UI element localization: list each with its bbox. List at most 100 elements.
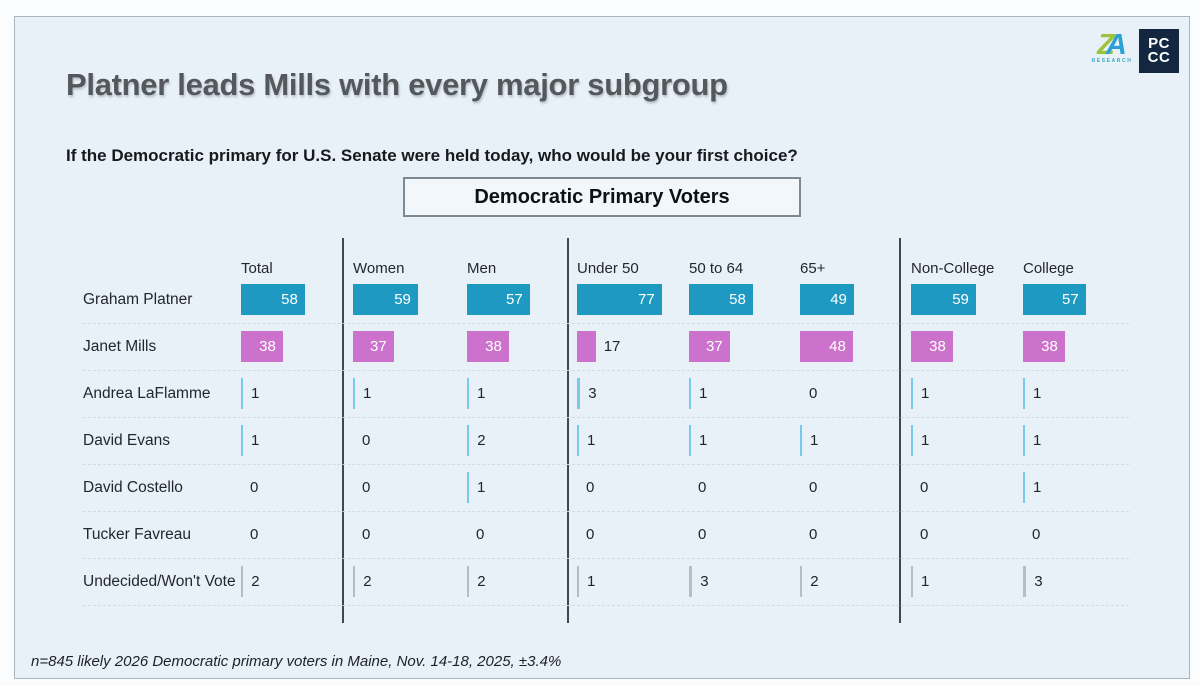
poll-card: ZA RESEARCH PC CC Platner leads Mills wi…	[14, 16, 1190, 679]
bar-value-label: 0	[362, 479, 371, 496]
candidate-row-label: David Evans	[83, 431, 171, 449]
value-bar	[911, 331, 953, 362]
bar-value-label: 1	[699, 385, 708, 402]
candidate-row-label: Janet Mills	[83, 337, 157, 355]
bar-value-label: 1	[1033, 385, 1042, 402]
value-bar	[241, 425, 243, 456]
value-bar	[1023, 284, 1086, 315]
column-header: 65+	[800, 260, 826, 277]
bar-value-label: 0	[809, 385, 818, 402]
bar-value-label: 77	[638, 291, 655, 308]
bar-value-label: 1	[587, 573, 596, 590]
value-bar	[911, 566, 913, 597]
bar-value-label: 0	[586, 479, 595, 496]
value-bar	[1023, 472, 1025, 503]
bar-value-label: 0	[362, 526, 371, 543]
bar-value-label: 58	[281, 291, 298, 308]
bar-value-label: 0	[920, 526, 929, 543]
value-bar	[689, 566, 693, 597]
column-header: Total	[241, 260, 273, 277]
value-bar	[467, 331, 509, 362]
bar-value-label: 2	[251, 573, 260, 590]
za-logo-a: A	[1105, 29, 1127, 61]
bar-value-label: 59	[952, 291, 969, 308]
bar-value-label: 0	[920, 479, 929, 496]
za-research-logo: ZA RESEARCH	[1089, 29, 1135, 75]
value-bar	[467, 284, 530, 315]
bar-value-label: 1	[921, 432, 930, 449]
value-bar	[800, 566, 803, 597]
bar-value-label: 0	[250, 526, 259, 543]
bar-value-label: 0	[698, 526, 707, 543]
bar-value-label: 57	[1062, 291, 1079, 308]
value-bar	[241, 378, 243, 409]
value-bar	[689, 331, 730, 362]
bar-value-label: 48	[829, 338, 846, 355]
bar-value-label: 38	[1041, 338, 1058, 355]
value-bar	[1023, 378, 1025, 409]
bar-value-label: 3	[700, 573, 709, 590]
value-bar	[577, 378, 581, 409]
value-bar	[689, 425, 691, 456]
value-bar	[577, 331, 596, 362]
group-divider-line	[567, 238, 569, 623]
bar-value-label: 0	[1032, 526, 1041, 543]
row-separator	[83, 558, 1129, 559]
bar-value-label: 2	[363, 573, 372, 590]
value-bar	[911, 425, 913, 456]
bar-value-label: 1	[251, 385, 260, 402]
value-bar	[911, 284, 976, 315]
poll-question: If the Democratic primary for U.S. Senat…	[66, 146, 798, 165]
bar-value-label: 1	[699, 432, 708, 449]
value-bar	[241, 566, 244, 597]
value-bar	[689, 284, 753, 315]
column-header: College	[1023, 260, 1074, 277]
bar-value-label: 1	[477, 479, 486, 496]
value-bar	[353, 378, 355, 409]
bar-value-label: 1	[1033, 479, 1042, 496]
bar-value-label: 49	[830, 291, 847, 308]
row-separator	[83, 511, 1129, 512]
group-divider-line	[342, 238, 344, 623]
candidate-row-label: David Costello	[83, 478, 183, 496]
bar-value-label: 2	[477, 573, 486, 590]
bar-value-label: 3	[1034, 573, 1043, 590]
za-logo-z: Z	[1097, 29, 1115, 61]
bar-value-label: 1	[921, 385, 930, 402]
bar-value-label: 0	[250, 479, 259, 496]
value-bar	[467, 378, 469, 409]
value-bar	[577, 566, 579, 597]
bar-value-label: 37	[706, 338, 723, 355]
row-separator	[83, 370, 1129, 371]
row-separator	[83, 464, 1129, 465]
value-bar	[800, 425, 802, 456]
value-bar	[241, 284, 305, 315]
value-bar	[911, 378, 913, 409]
value-bar	[467, 566, 470, 597]
value-bar	[353, 566, 356, 597]
bar-value-label: 1	[587, 432, 596, 449]
value-bar	[689, 378, 691, 409]
methodology-note: n=845 likely 2026 Democratic primary vot…	[31, 653, 562, 670]
bar-value-label: 0	[476, 526, 485, 543]
value-bar	[577, 284, 662, 315]
bar-value-label: 0	[362, 432, 371, 449]
bar-value-label: 3	[588, 385, 597, 402]
pccc-logo-line2: CC	[1147, 49, 1171, 66]
column-header: Non-College	[911, 260, 995, 277]
pccc-logo: PC CC	[1139, 29, 1179, 73]
bar-value-label: 38	[259, 338, 276, 355]
candidate-row-label: Undecided/Won't Vote	[83, 572, 236, 590]
bar-value-label: 0	[586, 526, 595, 543]
value-bar	[1023, 566, 1027, 597]
bar-value-label: 59	[394, 291, 411, 308]
candidate-row-label: Tucker Favreau	[83, 525, 191, 543]
value-bar	[467, 425, 470, 456]
pccc-logo-line1: PC	[1148, 35, 1170, 52]
bar-value-label: 1	[251, 432, 260, 449]
value-bar	[241, 331, 283, 362]
column-header: 50 to 64	[689, 260, 744, 277]
bar-value-label: 17	[603, 338, 621, 355]
bar-value-label: 1	[363, 385, 372, 402]
